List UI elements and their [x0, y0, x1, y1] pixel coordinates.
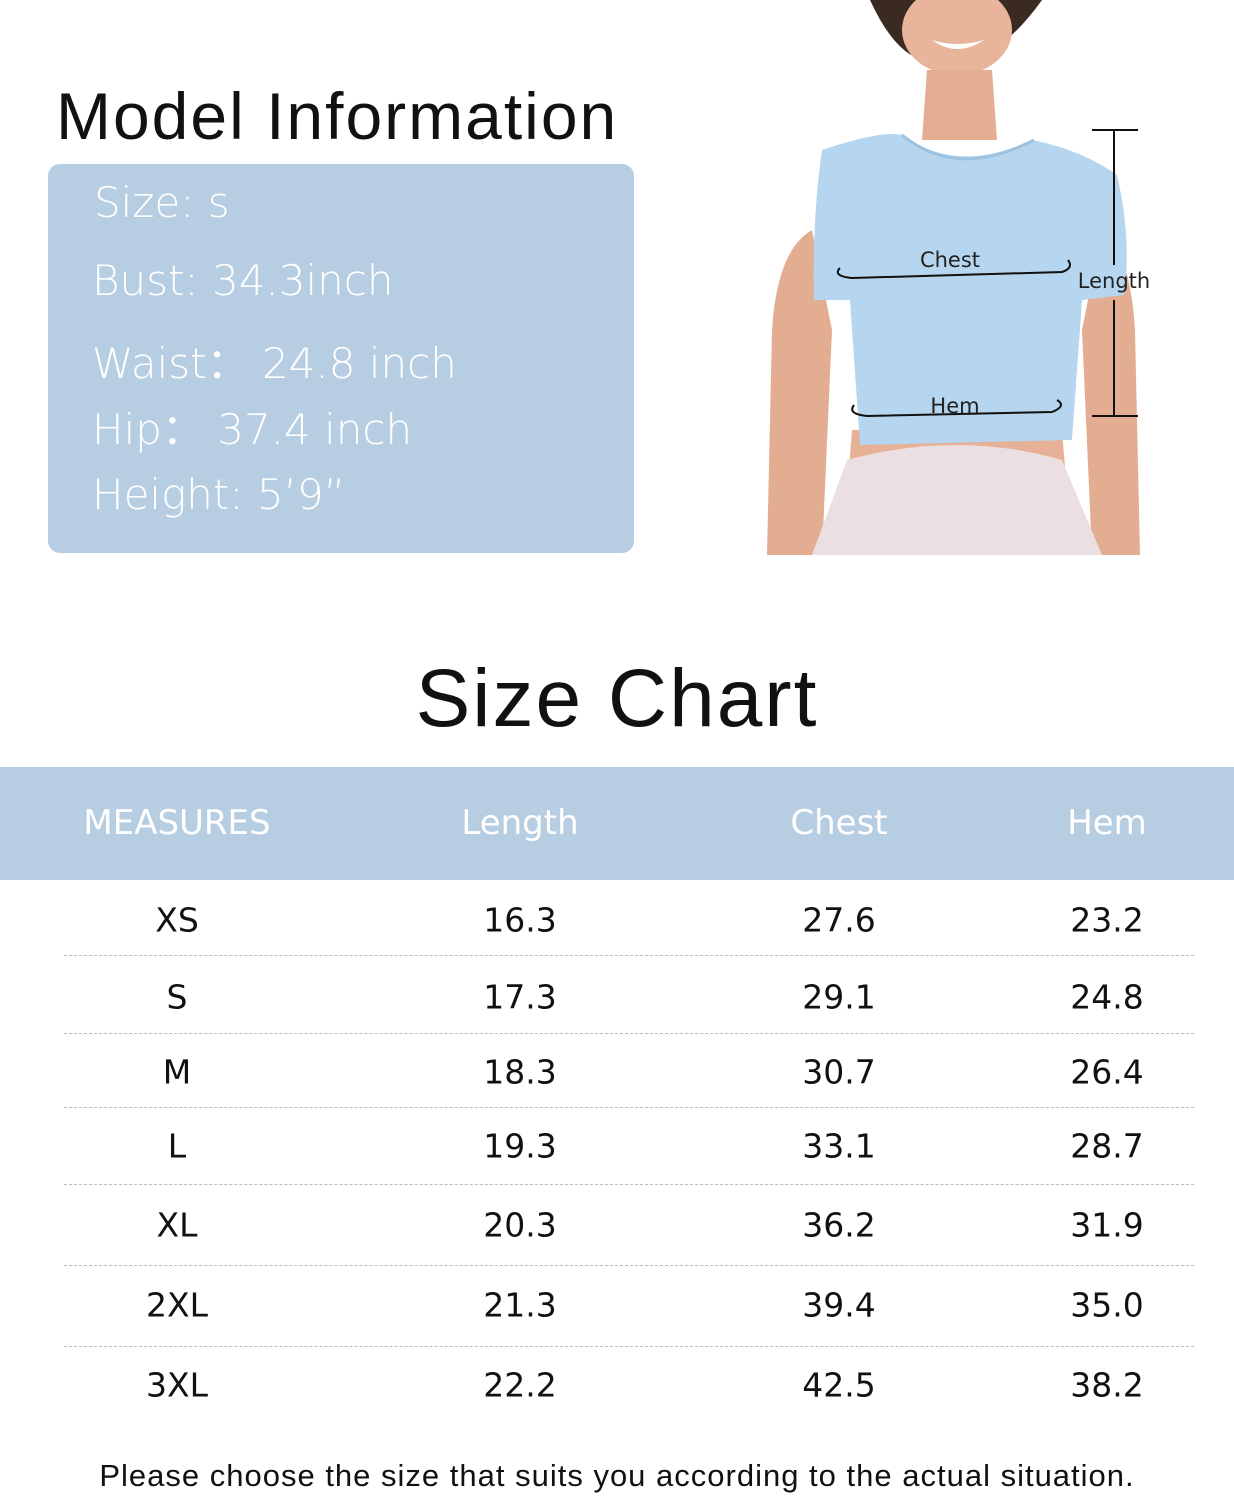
cell-size: XS: [155, 900, 199, 940]
cell-chest: 30.7: [802, 1052, 876, 1092]
table-row: XL 20.3 36.2 31.9: [0, 1206, 1234, 1245]
crop-top: [813, 134, 1127, 445]
model-hip: Hip： 37.4 inch: [92, 405, 413, 454]
model-bust: Bust: 34.3inch: [92, 256, 394, 305]
cell-size: M: [162, 1052, 192, 1092]
cell-chest: 39.4: [802, 1285, 876, 1325]
row-divider: [64, 1346, 1194, 1347]
cell-hem: 26.4: [1070, 1052, 1144, 1092]
model-size: Size: s: [94, 178, 230, 227]
cell-hem: 38.2: [1070, 1365, 1144, 1405]
cell-hem: 31.9: [1070, 1205, 1144, 1245]
smile: [932, 40, 984, 49]
cell-length: 16.3: [483, 900, 557, 940]
cell-chest: 29.1: [802, 977, 876, 1017]
table-row: 3XL 22.2 42.5 38.2: [0, 1366, 1234, 1405]
cell-chest: 27.6: [802, 900, 876, 940]
cell-hem: 23.2: [1070, 900, 1144, 940]
cell-hem: 35.0: [1070, 1285, 1144, 1325]
leggings: [812, 445, 1102, 555]
cell-length: 22.2: [483, 1365, 557, 1405]
model-height: Height: 5’9”: [92, 470, 346, 519]
header-chest: Chest: [790, 803, 888, 843]
hem-label: Hem: [930, 394, 979, 418]
row-divider: [64, 1107, 1194, 1108]
chest-label: Chest: [920, 248, 980, 272]
table-row: S 17.3 29.1 24.8: [0, 978, 1234, 1017]
cell-length: 17.3: [483, 977, 557, 1017]
cell-hem: 28.7: [1070, 1126, 1144, 1166]
size-note: Please choose the size that suits you ac…: [99, 1458, 1135, 1493]
model-info-box: Size: s Bust: 34.3inch Waist： 24.8 inch …: [48, 164, 634, 553]
size-chart-title: Size Chart: [415, 653, 819, 744]
left-arm: [767, 230, 832, 555]
table-header: MEASURES Length Chest Hem: [0, 767, 1234, 880]
cell-size: 2XL: [146, 1285, 208, 1325]
cell-chest: 42.5: [802, 1365, 876, 1405]
cell-size: S: [166, 977, 188, 1017]
cell-size: XL: [156, 1205, 198, 1245]
chest-measure-line: [836, 259, 1071, 280]
cell-length: 20.3: [483, 1205, 557, 1245]
table-row: L 19.3 33.1 28.7: [0, 1127, 1234, 1166]
length-label: Length: [1078, 269, 1150, 293]
cell-length: 18.3: [483, 1052, 557, 1092]
cell-size: 3XL: [146, 1365, 208, 1405]
hem-measure-line: [851, 399, 1062, 418]
cell-hem: 24.8: [1070, 977, 1144, 1017]
header-length: Length: [461, 803, 579, 843]
model-information-title: Model Information: [56, 79, 619, 153]
header-hem: Hem: [1067, 803, 1147, 843]
row-divider: [64, 955, 1194, 956]
table-row: XS 16.3 27.6 23.2: [0, 901, 1234, 940]
cell-chest: 33.1: [802, 1126, 876, 1166]
row-divider: [64, 1184, 1194, 1185]
model-photo: Chest Hem Length: [752, 0, 1154, 555]
header-measures: MEASURES: [83, 803, 271, 843]
model-waist: Waist： 24.8 inch: [92, 339, 457, 388]
row-divider: [64, 1265, 1194, 1266]
cell-length: 19.3: [483, 1126, 557, 1166]
table-row: 2XL 21.3 39.4 35.0: [0, 1286, 1234, 1325]
face: [902, 0, 1012, 75]
cell-chest: 36.2: [802, 1205, 876, 1245]
table-row: M 18.3 30.7 26.4: [0, 1053, 1234, 1092]
row-divider: [64, 1033, 1194, 1034]
cell-size: L: [167, 1126, 187, 1166]
cell-length: 21.3: [483, 1285, 557, 1325]
right-arm: [1082, 230, 1140, 555]
